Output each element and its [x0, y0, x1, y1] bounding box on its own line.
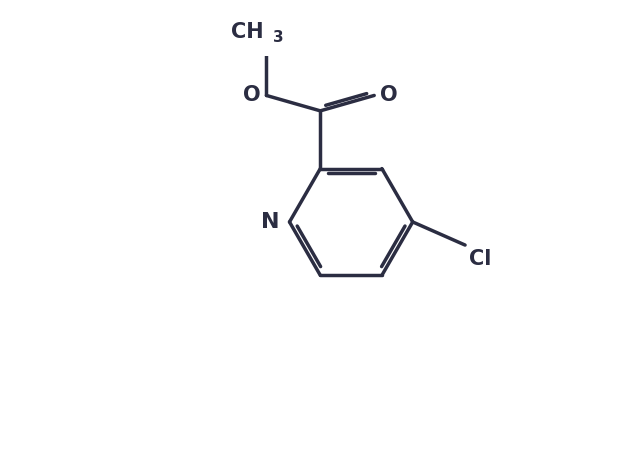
Text: O: O	[243, 86, 260, 105]
Text: Cl: Cl	[469, 249, 492, 269]
Text: CH: CH	[230, 22, 263, 41]
Text: 3: 3	[273, 31, 283, 46]
Text: O: O	[380, 86, 398, 105]
Text: N: N	[261, 212, 280, 232]
